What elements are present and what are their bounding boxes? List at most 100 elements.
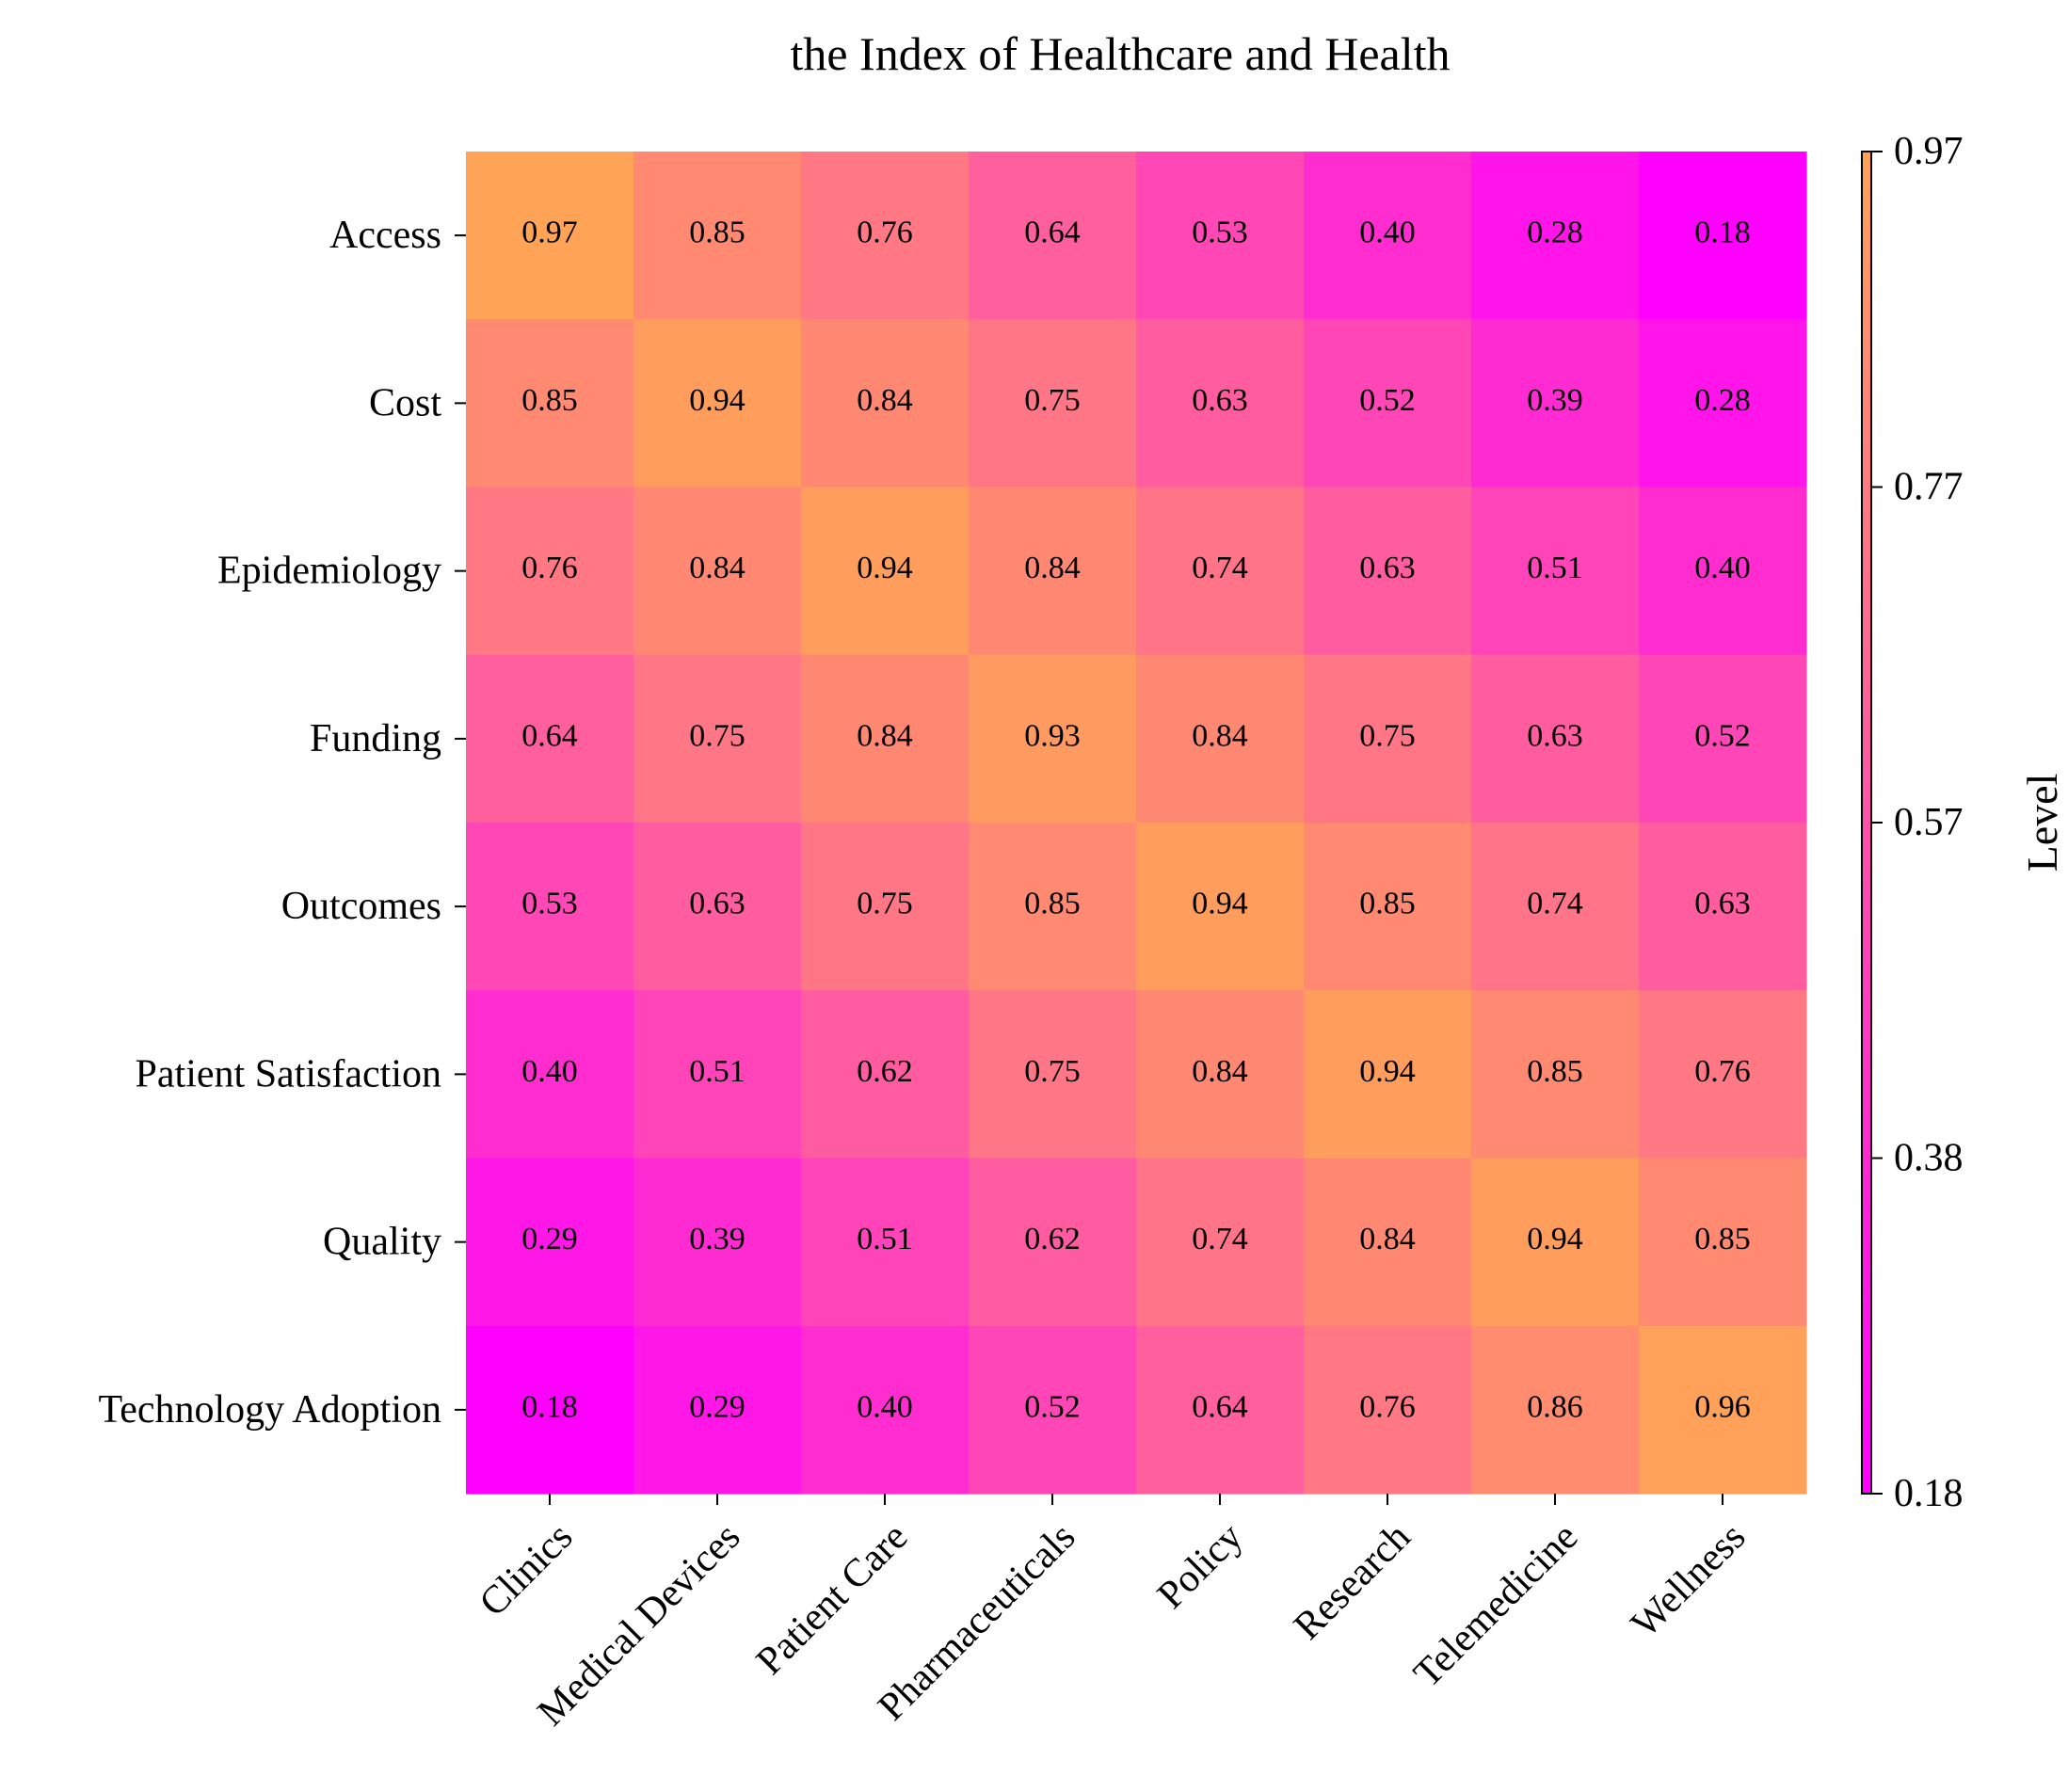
heatmap-cell (1136, 152, 1305, 320)
y-axis: Access Cost Epidemiology Funding Outcomes Pat… (98, 214, 466, 1432)
heatmap-cell (1136, 487, 1305, 656)
heatmap-cells (466, 152, 1807, 1495)
heatmap-cell (1639, 319, 1807, 488)
heatmap-cell (1304, 1325, 1472, 1495)
heatmap-cell (1471, 1325, 1640, 1495)
cell-value-label: 0.85 (1527, 1054, 1583, 1089)
cell-value-label: 0.97 (521, 216, 578, 250)
colorbar-tick-label: 0.77 (1894, 466, 1964, 509)
cell-value-label: 0.76 (521, 551, 578, 585)
heatmap-cell (1136, 654, 1305, 824)
cell-value-label: 0.75 (1359, 718, 1416, 753)
heatmap-cell (1304, 990, 1472, 1160)
heatmap-cell (969, 990, 1137, 1160)
cell-value-label: 0.75 (857, 887, 913, 921)
x-tick-label: Patient Care (748, 1515, 917, 1684)
cell-value-label: 0.93 (1024, 718, 1081, 753)
y-tick-label: Technology Adoption (98, 1388, 441, 1432)
cell-value-labels: 0.97 0.85 0.76 0.64 0.53 0.40 0.28 0.18 0.85 0.94… (521, 216, 1751, 1425)
cell-value-label: 0.29 (689, 1389, 745, 1424)
colorbar-gradient (1861, 151, 1872, 1495)
heatmap-cell (801, 487, 970, 656)
heatmap-cell (633, 487, 802, 656)
cell-value-label: 0.51 (1527, 551, 1583, 585)
heatmap-cell (633, 654, 802, 824)
cell-value-label: 0.84 (857, 383, 913, 418)
cell-value-label: 0.85 (1694, 1222, 1751, 1256)
heatmap-cell (1639, 1325, 1807, 1495)
cell-value-label: 0.40 (521, 1054, 578, 1089)
cell-value-label: 0.63 (1359, 551, 1416, 585)
cell-value-label: 0.94 (1359, 1054, 1416, 1089)
heatmap-cell (1304, 823, 1472, 991)
heatmap-cell (1639, 823, 1807, 991)
heatmap-cell (633, 1325, 802, 1495)
heatmap-cell (801, 990, 970, 1160)
y-tick-label: Quality (323, 1221, 441, 1264)
cell-value-label: 0.85 (521, 383, 578, 418)
x-tick-label: Wellness (1623, 1515, 1754, 1646)
heatmap-cell (1471, 990, 1640, 1160)
cell-value-label: 0.84 (689, 551, 745, 585)
heatmap-cell (633, 152, 802, 320)
cell-value-label: 0.74 (1192, 1222, 1248, 1256)
colorbar-tick-label: 0.57 (1894, 801, 1964, 844)
heatmap-cell (801, 1158, 970, 1327)
heatmap-cell (969, 1158, 1137, 1327)
cell-value-label: 0.18 (1694, 216, 1751, 250)
colorbar-tick-label: 0.38 (1894, 1137, 1964, 1180)
heatmap-cell (1136, 1158, 1305, 1327)
heatmap-cell (1136, 990, 1305, 1160)
cell-value-label: 0.94 (1527, 1222, 1583, 1256)
heatmap-cell (1136, 319, 1305, 488)
cell-value-label: 0.74 (1192, 551, 1248, 585)
y-tick-label: Outcomes (281, 885, 441, 928)
cell-value-label: 0.39 (689, 1222, 745, 1256)
cell-value-label: 0.40 (857, 1389, 913, 1424)
heatmap-cell (1471, 823, 1640, 991)
heatmap-cell (466, 654, 634, 824)
cell-value-label: 0.86 (1527, 1389, 1583, 1424)
heatmap-cell (801, 152, 970, 320)
y-tick-label: Epidemiology (217, 550, 441, 593)
chart-title: the Index of Healthcare and Health (790, 27, 1450, 80)
cell-value-label: 0.85 (689, 216, 745, 250)
heatmap-cell (969, 823, 1137, 991)
y-tick-label: Access (329, 214, 441, 257)
cell-value-label: 0.64 (1024, 216, 1081, 250)
x-tick-label: Research (1286, 1515, 1419, 1648)
cell-value-label: 0.84 (1192, 1054, 1248, 1089)
heatmap-cell (1639, 152, 1807, 320)
cell-value-label: 0.53 (1192, 216, 1248, 250)
heatmap-cell (1639, 487, 1807, 656)
cell-value-label: 0.28 (1527, 216, 1583, 250)
heatmap-cell (1136, 1325, 1305, 1495)
heatmap-cell (633, 990, 802, 1160)
heatmap-cell (1471, 487, 1640, 656)
cell-value-label: 0.94 (1192, 887, 1248, 921)
heatmap-cell (969, 152, 1137, 320)
heatmap-cell (1639, 654, 1807, 824)
cell-value-label: 0.63 (1694, 887, 1751, 921)
heatmap-cell (1136, 823, 1305, 991)
heatmap-cell (466, 319, 634, 488)
heatmap-cell (969, 654, 1137, 824)
heatmap-cell (1471, 1158, 1640, 1327)
heatmap-cell (466, 990, 634, 1160)
cell-value-label: 0.62 (857, 1054, 913, 1089)
heatmap-cell (801, 319, 970, 488)
x-tick-label: Clinics (472, 1515, 582, 1625)
y-tick-label: Funding (310, 717, 441, 760)
colorbar-label: Level (2018, 774, 2066, 872)
cell-value-label: 0.75 (689, 718, 745, 753)
cell-value-label: 0.75 (1024, 1054, 1081, 1089)
colorbar-tick-label: 0.18 (1894, 1472, 1964, 1515)
heatmap-cell (1304, 654, 1472, 824)
heatmap-cell (969, 319, 1137, 488)
cell-value-label: 0.40 (1359, 216, 1416, 250)
cell-value-label: 0.84 (857, 718, 913, 753)
cell-value-label: 0.51 (857, 1222, 913, 1256)
heatmap-cell (1304, 319, 1472, 488)
heatmap-cell (633, 823, 802, 991)
heatmap-cell (466, 1158, 634, 1327)
